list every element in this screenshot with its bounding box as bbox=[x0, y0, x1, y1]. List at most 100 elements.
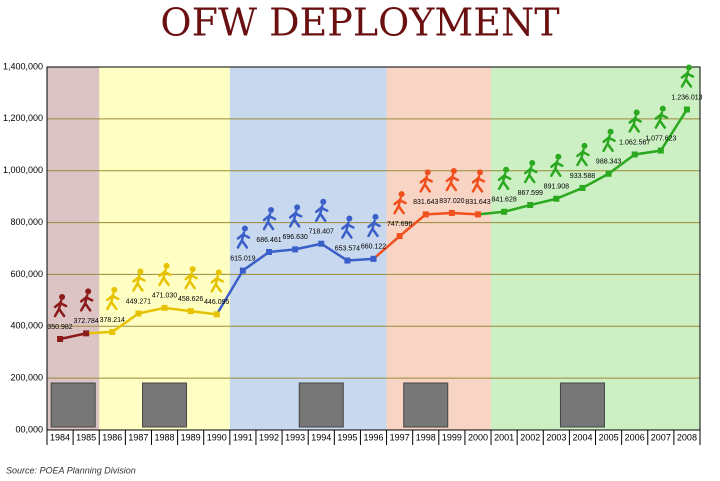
walker-body bbox=[158, 268, 172, 287]
walker-head bbox=[268, 207, 275, 214]
photo bbox=[50, 382, 96, 428]
era-band bbox=[595, 67, 623, 430]
plot-frame bbox=[46, 66, 701, 431]
data-label: 1.077.623 bbox=[645, 135, 676, 142]
y-tick-label: 800,000 bbox=[10, 217, 43, 227]
walker-body bbox=[602, 134, 616, 152]
data-point bbox=[396, 233, 403, 240]
x-tick-label: 2002 bbox=[520, 432, 540, 442]
walker-body bbox=[341, 221, 355, 239]
era-band bbox=[386, 67, 414, 430]
y-tick-label: 600,000 bbox=[10, 269, 43, 279]
walker-head bbox=[529, 160, 536, 167]
era-band bbox=[177, 67, 205, 430]
walker-body bbox=[497, 172, 512, 191]
data-point bbox=[474, 211, 481, 218]
line-segment bbox=[477, 210, 505, 216]
walker-head bbox=[503, 166, 510, 173]
x-tick-label: 2008 bbox=[677, 432, 697, 442]
x-tick-label: 2000 bbox=[468, 432, 488, 442]
line-segment bbox=[425, 211, 452, 216]
data-label: 458.626 bbox=[178, 296, 203, 303]
walker-body bbox=[367, 219, 381, 238]
x-tick-label: 2003 bbox=[546, 432, 566, 442]
line-segment bbox=[294, 242, 322, 251]
line-segment bbox=[398, 213, 427, 238]
walker-body bbox=[680, 70, 695, 88]
y-tick-label: 1,400,000 bbox=[3, 61, 43, 71]
data-point bbox=[266, 249, 273, 256]
walker-head bbox=[163, 262, 170, 269]
data-point bbox=[83, 330, 90, 337]
data-label: 747.696 bbox=[387, 221, 412, 228]
walker-head bbox=[476, 169, 483, 176]
data-point bbox=[683, 106, 690, 113]
data-label: 831.643 bbox=[413, 199, 438, 206]
y-tick-label: 400,000 bbox=[10, 321, 43, 331]
walker-body bbox=[445, 173, 460, 192]
era-band bbox=[673, 67, 701, 430]
data-label: 471.030 bbox=[152, 293, 177, 300]
line-segment bbox=[164, 306, 191, 313]
line-segment bbox=[59, 332, 87, 341]
walker-head bbox=[633, 109, 640, 116]
data-point bbox=[109, 328, 116, 335]
x-tick-label: 1995 bbox=[337, 432, 357, 442]
data-label: 350.982 bbox=[47, 324, 72, 331]
era-band bbox=[47, 67, 74, 430]
walker-head bbox=[659, 105, 666, 112]
data-point bbox=[57, 335, 64, 342]
line-segment bbox=[634, 149, 662, 156]
walker-head bbox=[424, 169, 431, 176]
era-band bbox=[569, 67, 597, 430]
data-point bbox=[213, 311, 220, 318]
line-segment bbox=[503, 203, 531, 213]
walker-body bbox=[53, 299, 68, 318]
era-band bbox=[438, 67, 466, 430]
walker-head bbox=[241, 225, 248, 232]
walker-body bbox=[654, 111, 669, 129]
data-label: 837.020 bbox=[439, 198, 464, 205]
line-segment bbox=[138, 306, 165, 315]
x-tick-label: 1994 bbox=[311, 432, 331, 442]
line-segment bbox=[607, 153, 636, 175]
walker-head bbox=[59, 293, 66, 300]
walker-head bbox=[215, 269, 222, 276]
era-band bbox=[464, 67, 492, 430]
era-band bbox=[647, 67, 675, 430]
line-segment bbox=[659, 108, 688, 152]
data-label: 660.122 bbox=[361, 244, 386, 251]
walker-head bbox=[85, 288, 92, 295]
x-tick-label: 1996 bbox=[363, 432, 383, 442]
photo bbox=[298, 382, 344, 428]
walker-head bbox=[320, 198, 327, 205]
walker-body bbox=[550, 159, 564, 177]
data-point bbox=[657, 147, 664, 154]
walker-head bbox=[555, 153, 562, 160]
walker-head bbox=[346, 215, 353, 222]
y-tick-label: 00,000 bbox=[15, 424, 43, 434]
data-label: 718.407 bbox=[309, 229, 334, 236]
x-tick-label: 2004 bbox=[572, 432, 592, 442]
data-point bbox=[239, 267, 246, 274]
walker-body bbox=[471, 175, 486, 193]
data-point bbox=[605, 170, 612, 177]
x-tick-label: 1984 bbox=[50, 432, 70, 442]
x-tick-label: 1990 bbox=[207, 432, 227, 442]
data-label: 372.784 bbox=[74, 318, 99, 325]
line-segment bbox=[372, 235, 401, 260]
x-tick-label: 1987 bbox=[128, 432, 148, 442]
data-label: 831.643 bbox=[465, 199, 490, 206]
line-segment bbox=[451, 211, 479, 216]
era-band bbox=[491, 67, 518, 430]
data-point bbox=[579, 184, 586, 191]
walker-head bbox=[189, 266, 196, 273]
photo bbox=[559, 382, 605, 428]
data-label: 378.214 bbox=[100, 317, 125, 324]
walker-body bbox=[288, 210, 303, 228]
era-band bbox=[125, 67, 152, 430]
line-segment bbox=[215, 269, 244, 315]
line-segment bbox=[268, 248, 296, 254]
line-segment bbox=[86, 330, 113, 335]
data-label: 1.062.567 bbox=[619, 139, 650, 146]
